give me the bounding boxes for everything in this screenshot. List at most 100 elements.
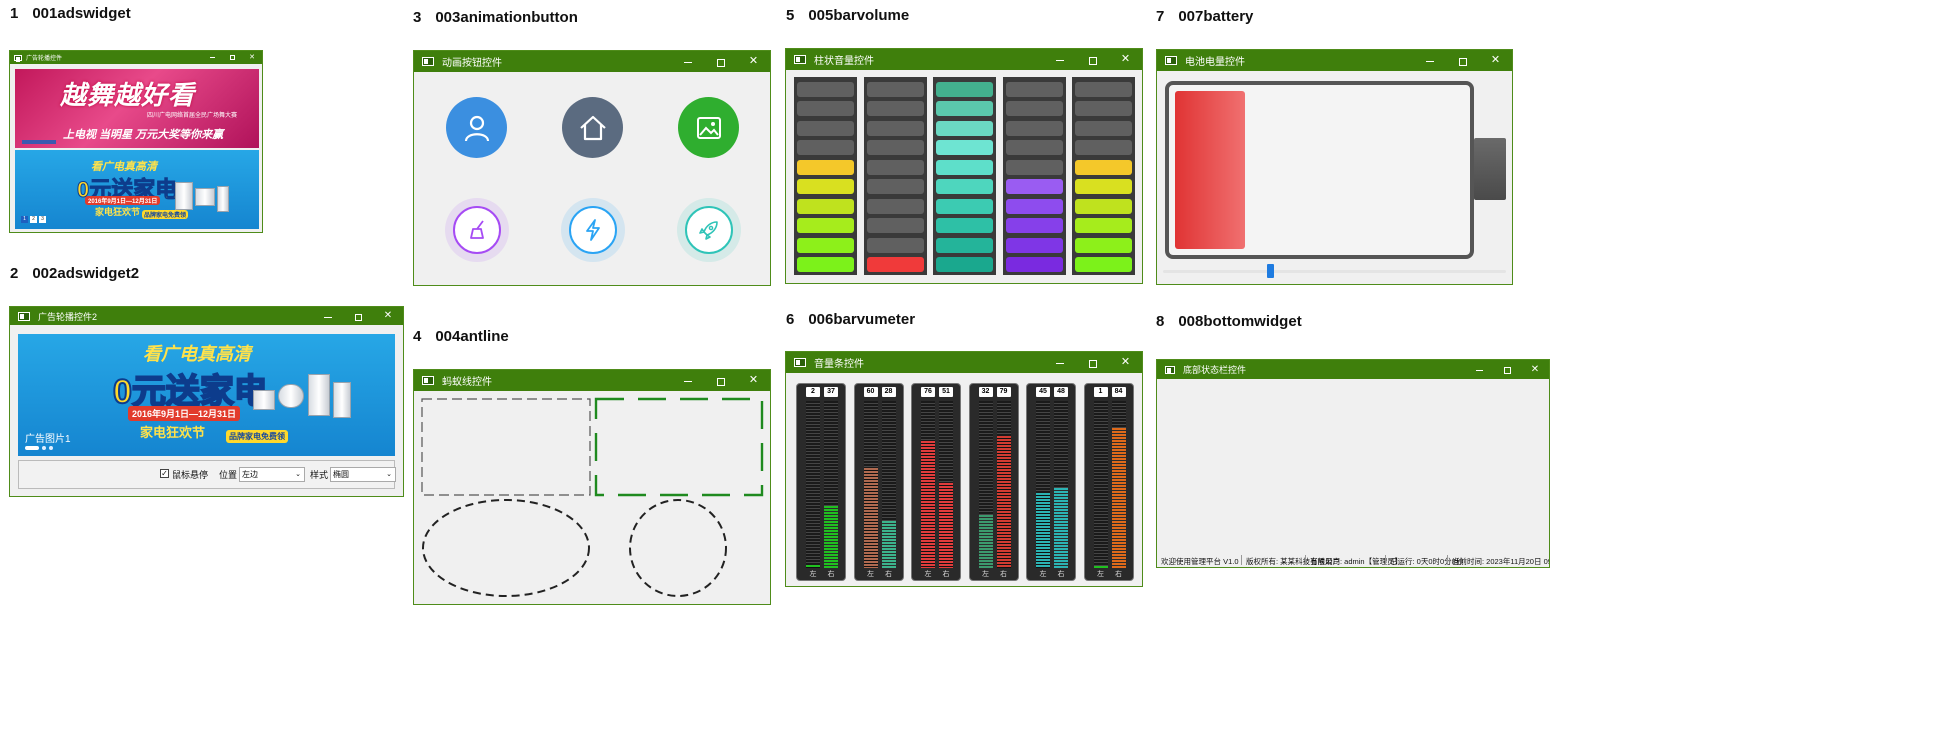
volume-segment xyxy=(1005,81,1063,97)
vu-left-value: 45 xyxy=(1036,387,1050,397)
volume-segment xyxy=(1005,120,1063,136)
volume-segment xyxy=(1005,159,1063,175)
vu-left-track xyxy=(863,401,878,568)
user-button[interactable] xyxy=(446,97,507,158)
vu-left-level xyxy=(863,467,878,568)
home-button[interactable] xyxy=(562,97,623,158)
vu-right-label: 右 xyxy=(885,571,892,578)
volume-segment xyxy=(866,101,924,116)
maximize-button[interactable] xyxy=(1446,54,1479,67)
minimize-button[interactable] xyxy=(1413,54,1446,67)
broom-button[interactable] xyxy=(445,198,509,262)
rocket-button[interactable] xyxy=(677,198,741,262)
volume-segment xyxy=(866,179,924,194)
window-title: 电池电量控件 xyxy=(1185,57,1245,68)
app-icon xyxy=(1165,365,1175,374)
volume-segment xyxy=(936,81,993,97)
vu-left-value: 76 xyxy=(921,387,935,397)
close-button[interactable]: ✕ xyxy=(249,54,255,61)
volume-segment xyxy=(1075,179,1132,194)
status-bar: 欢迎使用管理平台 V1.0 版权所有: 某某科技有限公司 当前用户: admin… xyxy=(1161,555,1549,566)
maximize-button[interactable] xyxy=(704,55,737,68)
vu-right-track xyxy=(824,401,838,568)
volume-segment xyxy=(866,198,924,214)
vu-meter-area: 2 左 37 右 60 左 28 右 76 左 51 右 32 左 79 右 45 左 48 右 1 左 84 右 xyxy=(796,383,1136,581)
page-dot-3[interactable]: 3 xyxy=(39,216,46,223)
ad-festival: 家电狂欢节 xyxy=(95,207,141,217)
maximize-button[interactable] xyxy=(704,374,737,387)
status-divider xyxy=(1241,555,1242,565)
vu-left-label: 左 xyxy=(1039,571,1047,578)
ad-banner[interactable]: 看广电真高清 0元送家电 2016年9月1日—12月31日 家电狂欢节 品牌家电… xyxy=(18,334,395,456)
window-title: 广告轮播控件 xyxy=(26,56,63,62)
level-slider-track[interactable] xyxy=(1163,264,1506,278)
close-button[interactable]: ✕ xyxy=(1120,356,1131,368)
hover-checkbox[interactable]: ✓ xyxy=(160,469,169,478)
page-dot-1[interactable]: 1 xyxy=(21,216,28,223)
status-welcome: 欢迎使用管理平台 V1.0 xyxy=(1161,557,1239,566)
status-divider xyxy=(1305,555,1306,565)
volume-segment xyxy=(936,237,993,253)
lightning-button[interactable] xyxy=(561,198,625,262)
minimize-button[interactable] xyxy=(671,374,704,387)
volume-segment xyxy=(936,101,993,116)
ad-banner-appliance[interactable]: 看广电真高清 0元送家电 2016年9月1日—12月31日 家电狂欢节 品牌家电… xyxy=(15,150,259,229)
minimize-button[interactable] xyxy=(1465,363,1493,376)
volume-segment xyxy=(797,218,854,233)
volume-segment xyxy=(1075,257,1132,272)
maximize-button[interactable] xyxy=(222,54,242,61)
window-title: 蚂蚁线控件 xyxy=(442,377,492,388)
options-bar: ✓ 鼠标悬停 位置 左边 ⌄ 样式 椭圆 ⌄ xyxy=(18,460,396,489)
close-button[interactable]: ✕ xyxy=(1120,53,1131,65)
slide-indicator[interactable] xyxy=(22,140,56,144)
volume-segment xyxy=(936,120,993,136)
image-button[interactable] xyxy=(678,97,739,158)
volume-column xyxy=(1002,77,1066,275)
volume-segment xyxy=(1075,120,1132,136)
ad-date: 2016年9月1日—12月31日 xyxy=(85,196,161,205)
vu-right-value: 84 xyxy=(1111,387,1126,397)
vu-right-level xyxy=(939,482,953,568)
page-dot-2[interactable]: 2 xyxy=(30,216,37,223)
broom-button-inner xyxy=(453,206,501,254)
level-slider-handle[interactable] xyxy=(1267,264,1275,278)
vu-right-value: 51 xyxy=(939,387,953,397)
minimize-button[interactable] xyxy=(671,55,704,68)
titlebar: 广告轮播控件 ✕ xyxy=(10,51,262,64)
vu-right-track xyxy=(996,401,1011,568)
ad-banner-dance[interactable]: 越舞越好看 四川广电网络首届全民广场舞大赛 上电视 当明星 万元大奖等你来赢 xyxy=(15,69,259,148)
maximize-button[interactable] xyxy=(1076,53,1109,66)
volume-segment xyxy=(866,140,924,155)
close-button[interactable]: ✕ xyxy=(748,374,759,386)
minimize-button[interactable] xyxy=(1043,53,1076,66)
close-button[interactable]: ✕ xyxy=(748,55,759,67)
style-select[interactable]: 椭圆 ⌄ xyxy=(330,467,396,482)
maximize-button[interactable] xyxy=(1493,363,1521,376)
app-icon xyxy=(422,57,434,66)
vu-right-value: 48 xyxy=(1054,387,1068,397)
minimize-button[interactable] xyxy=(313,310,343,323)
close-button[interactable]: ✕ xyxy=(1530,363,1540,375)
lightning-button-inner xyxy=(569,206,617,254)
minimize-button[interactable] xyxy=(202,54,222,61)
vu-right-track xyxy=(939,401,953,568)
section-title-5: 5 005barvolume xyxy=(786,7,910,24)
position-select[interactable]: 左边 ⌄ xyxy=(239,467,305,482)
vu-right-level xyxy=(1111,427,1126,568)
maximize-button[interactable] xyxy=(343,310,373,323)
vu-left-track xyxy=(806,401,820,568)
maximize-button[interactable] xyxy=(1076,356,1109,369)
antline-ellipse xyxy=(422,499,590,597)
vu-left-track xyxy=(921,401,935,568)
close-button[interactable]: ✕ xyxy=(383,310,393,321)
minimize-button[interactable] xyxy=(1043,356,1076,369)
slide-dot-active[interactable] xyxy=(25,446,39,450)
slide-dot[interactable] xyxy=(49,446,53,450)
slide-dot[interactable] xyxy=(42,446,46,450)
status-runtime: 已运行: 0天0时0分8秒 xyxy=(1390,557,1464,566)
close-button[interactable]: ✕ xyxy=(1490,54,1501,66)
vu-right-track xyxy=(1111,401,1126,568)
antline-rect-thin xyxy=(421,398,591,496)
volume-segment xyxy=(866,159,924,175)
position-value: 左边 xyxy=(242,470,258,479)
